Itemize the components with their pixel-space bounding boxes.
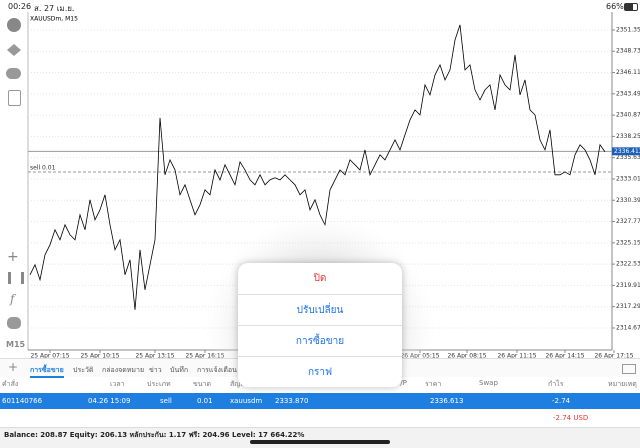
tab[interactable]: กล่องจดหมาย	[102, 366, 145, 374]
balance-bar	[0, 427, 640, 448]
x-tick-label: 25 Apr 10:15	[80, 353, 119, 360]
chat-icon[interactable]	[6, 68, 21, 79]
menu-item[interactable]: ปรับเปลี่ยน	[238, 294, 402, 326]
x-tick-label: 26 Apr 17:15	[594, 353, 633, 360]
balance: Balance: 208.87 Equity: 206.13 หลักประกั…	[4, 431, 305, 439]
y-tick-label: 2330.390	[616, 197, 640, 204]
column-header: เวลา	[110, 380, 125, 388]
action-sheet: ปิดปรับเปลี่ยน การซื้อขาย กราฟ	[238, 263, 402, 387]
column-header: คำสั่ง	[2, 380, 19, 388]
indicator-icon[interactable]	[8, 272, 24, 284]
order-label: sell 0.01	[30, 164, 56, 171]
objects-icon[interactable]	[7, 317, 21, 329]
column-header: กำไร	[548, 380, 564, 388]
y-tick-label: 2335.630	[616, 154, 640, 161]
y-tick-label: 2351.350	[616, 26, 640, 33]
tab[interactable]: การซื้อขาย	[30, 365, 64, 378]
column-header: ราคา	[425, 380, 442, 388]
total-profit: -2.74 USD	[553, 414, 589, 422]
cell: xauusdm	[230, 397, 263, 405]
tab[interactable]: ประวัติ	[73, 366, 94, 374]
y-tick-label: 2348.730	[616, 48, 640, 55]
battery-icon	[624, 3, 638, 11]
cell: sell	[160, 397, 172, 405]
column-header: หมายเหตุ	[608, 380, 637, 388]
menu-item[interactable]: การซื้อขาย	[238, 325, 402, 357]
function-icon[interactable]: f	[10, 292, 15, 306]
battery: 66%	[606, 2, 624, 11]
date: ส. 27 เม.ย.	[34, 4, 75, 13]
y-tick-label: 2343.490	[616, 90, 640, 97]
tab[interactable]: บันทึก	[170, 366, 189, 374]
new-order-icon[interactable]	[8, 90, 21, 106]
menu-item[interactable]: กราฟ	[238, 356, 402, 387]
current-price-label: 2336.413	[614, 148, 640, 155]
y-tick-label: 2317.290	[616, 303, 640, 310]
y-tick-label: 2333.010	[616, 175, 640, 182]
cell: 0.01	[197, 397, 213, 405]
y-tick-label: 2340.870	[616, 112, 640, 119]
cell: 2336.613	[430, 397, 464, 405]
tab[interactable]: การแจ้งเตือน	[197, 366, 237, 374]
current-price-tag	[612, 147, 640, 156]
x-tick-label: 26 Apr 11:15	[497, 353, 536, 360]
cell: 601140766	[2, 397, 43, 405]
y-tick-label: 2314.670	[616, 324, 640, 331]
price-line	[29, 24, 606, 310]
add-button[interactable]: +	[8, 360, 19, 374]
cell: 04.26 15:09	[88, 397, 131, 405]
sidebar: + f M15	[0, 12, 28, 356]
x-tick-label: 25 Apr 16:15	[185, 353, 224, 360]
x-tick-label: 25 Apr 13:15	[135, 353, 174, 360]
tab[interactable]: ข่าว	[149, 366, 162, 374]
crosshair-icon[interactable]: +	[7, 249, 19, 265]
layout-icon[interactable]	[622, 364, 636, 374]
y-tick-label: 2322.530	[616, 261, 640, 268]
x-tick-label: 25 Apr 07:15	[30, 353, 69, 360]
column-header: T/P	[396, 379, 407, 387]
column-header: ประเภท	[147, 380, 171, 388]
y-tick-label: 2346.110	[616, 69, 640, 76]
timeframe[interactable]: M15	[6, 340, 26, 349]
column-header: Swap	[479, 379, 498, 387]
x-tick-label: 26 Apr 08:15	[447, 353, 486, 360]
chart-title: XAUUSDm, M15	[30, 16, 78, 23]
menu-item[interactable]: ปิด	[313, 273, 327, 284]
y-tick-label: 2338.250	[616, 133, 640, 140]
clock: 00:26	[8, 2, 32, 11]
cell: -2.74	[552, 397, 571, 405]
column-header: ขนาด	[193, 380, 212, 388]
selected-row[interactable]	[0, 393, 640, 409]
x-tick-label: 26 Apr 14:15	[545, 353, 584, 360]
y-tick-label: 2325.150	[616, 239, 640, 246]
y-tick-label: 2327.770	[616, 218, 640, 225]
y-tick-label: 2319.910	[616, 282, 640, 289]
trade-icon[interactable]	[7, 44, 21, 56]
home-indicator	[250, 440, 390, 444]
account-icon[interactable]	[7, 18, 21, 32]
cell: 2333.870	[275, 397, 309, 405]
